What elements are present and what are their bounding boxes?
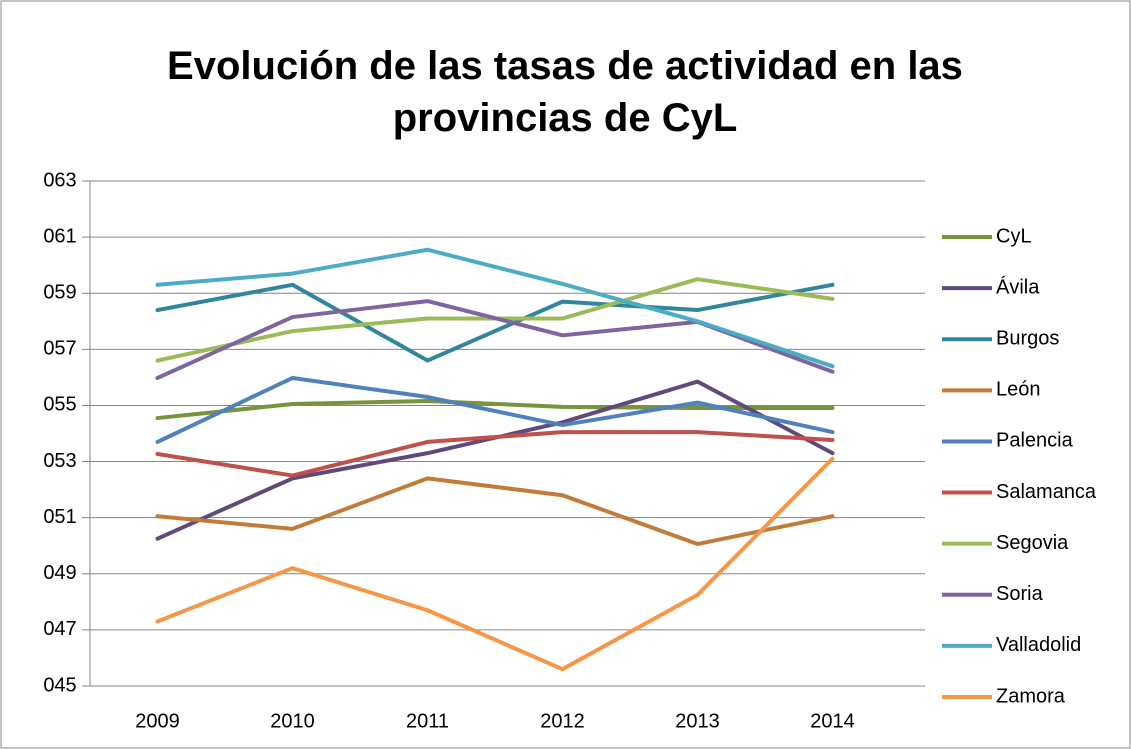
y-tick-label: 047 <box>43 618 76 640</box>
y-tick-label: 063 <box>43 169 76 191</box>
legend-label: Burgos <box>996 328 1059 350</box>
series-line <box>155 456 835 672</box>
y-tick-label: 061 <box>43 225 76 247</box>
y-tick-label: 057 <box>43 338 76 360</box>
series-line <box>155 282 835 363</box>
y-tick-label: 059 <box>43 282 76 304</box>
series-line <box>155 375 835 444</box>
legend-label: Zamora <box>996 685 1066 707</box>
x-tick-label: 2012 <box>540 710 585 732</box>
legend-label: Palencia <box>996 430 1074 452</box>
legend-label: Salamanca <box>996 481 1097 503</box>
x-tick-label: 2014 <box>810 710 855 732</box>
y-tick-label: 055 <box>43 394 76 416</box>
y-tick-label: 049 <box>43 562 76 584</box>
legend-label: León <box>996 379 1041 401</box>
legend-label: CyL <box>996 225 1032 247</box>
y-tick-label: 045 <box>43 674 76 696</box>
legend-label: Soria <box>996 583 1044 605</box>
series-line <box>155 430 835 478</box>
legend-label: Valladolid <box>996 634 1081 656</box>
legend-label: Ávila <box>996 275 1040 298</box>
y-tick-label: 053 <box>43 450 76 472</box>
legend-label: Segovia <box>996 532 1069 554</box>
x-tick-label: 2010 <box>270 710 315 732</box>
x-tick-label: 2013 <box>675 710 720 732</box>
chart-title: Evolución de las tasas de actividad en l… <box>167 44 963 140</box>
series-line <box>155 247 835 369</box>
x-tick-label: 2009 <box>135 710 180 732</box>
y-tick-label: 051 <box>43 506 76 528</box>
x-tick-label: 2011 <box>406 710 449 732</box>
series-line <box>155 476 835 547</box>
